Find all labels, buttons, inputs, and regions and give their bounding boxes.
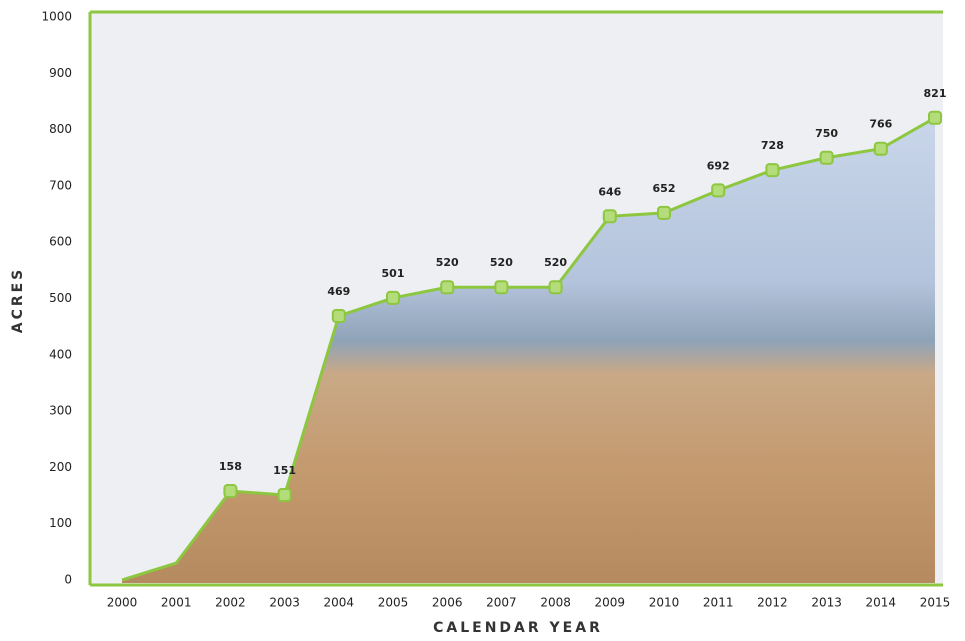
x-tick-label: 2008 — [540, 596, 571, 610]
x-tick-label: 2003 — [269, 596, 300, 610]
point-marker — [495, 281, 507, 293]
value-label: 520 — [544, 256, 567, 269]
value-label: 501 — [382, 267, 405, 280]
value-label: 151 — [273, 464, 296, 477]
chart: ACRES CALENDAR YEAR 0 100 200 300 400 500 600 7… — [0, 0, 965, 641]
y-tick-label: 500 — [49, 291, 72, 305]
value-label: 728 — [761, 139, 784, 152]
x-tick-label: 2014 — [866, 596, 897, 610]
y-tick-label: 900 — [49, 66, 72, 80]
value-label: 821 — [924, 87, 947, 100]
y-tick-label: 600 — [49, 235, 72, 249]
y-tick-label: 400 — [49, 347, 72, 361]
y-tick-label: 200 — [49, 460, 72, 474]
point-marker — [333, 310, 345, 322]
x-tick-label: 2007 — [486, 596, 517, 610]
x-tick-label: 2009 — [595, 596, 626, 610]
value-label: 520 — [490, 256, 513, 269]
point-marker — [224, 485, 236, 497]
y-tick-label: 800 — [49, 122, 72, 136]
value-label: 646 — [598, 185, 621, 198]
y-tick-label: 700 — [49, 178, 72, 192]
value-label: 469 — [327, 285, 350, 298]
value-label: 520 — [436, 256, 459, 269]
point-marker — [279, 489, 291, 501]
y-tick-label: 300 — [49, 404, 72, 418]
point-marker — [604, 210, 616, 222]
point-marker — [875, 143, 887, 155]
y-tick-label: 100 — [49, 516, 72, 530]
value-label: 766 — [869, 118, 892, 131]
value-label: 750 — [815, 127, 838, 140]
x-tick-label: 2010 — [649, 596, 680, 610]
point-marker — [766, 164, 778, 176]
x-tick-label: 2001 — [161, 596, 192, 610]
y-axis-title: ACRES — [10, 267, 26, 334]
point-marker — [387, 292, 399, 304]
value-label: 158 — [219, 460, 242, 473]
x-tick-label: 2000 — [107, 596, 138, 610]
point-marker — [658, 207, 670, 219]
point-marker — [929, 112, 941, 124]
x-tick-label: 2013 — [811, 596, 842, 610]
x-tick-label: 2006 — [432, 596, 463, 610]
value-label: 692 — [707, 159, 730, 172]
point-marker — [441, 281, 453, 293]
x-tick-label: 2012 — [757, 596, 788, 610]
y-tick-label: 1000 — [41, 10, 72, 24]
point-marker — [550, 281, 562, 293]
x-axis-title: CALENDAR YEAR — [433, 620, 603, 636]
value-label: 652 — [653, 182, 676, 195]
x-tick-label: 2005 — [378, 596, 409, 610]
x-tick-label: 2002 — [215, 596, 246, 610]
point-marker — [821, 152, 833, 164]
x-tick-label: 2011 — [703, 596, 734, 610]
point-marker — [712, 184, 724, 196]
x-tick-label: 2015 — [920, 596, 951, 610]
y-tick-label: 0 — [64, 573, 72, 587]
x-tick-label: 2004 — [324, 596, 355, 610]
